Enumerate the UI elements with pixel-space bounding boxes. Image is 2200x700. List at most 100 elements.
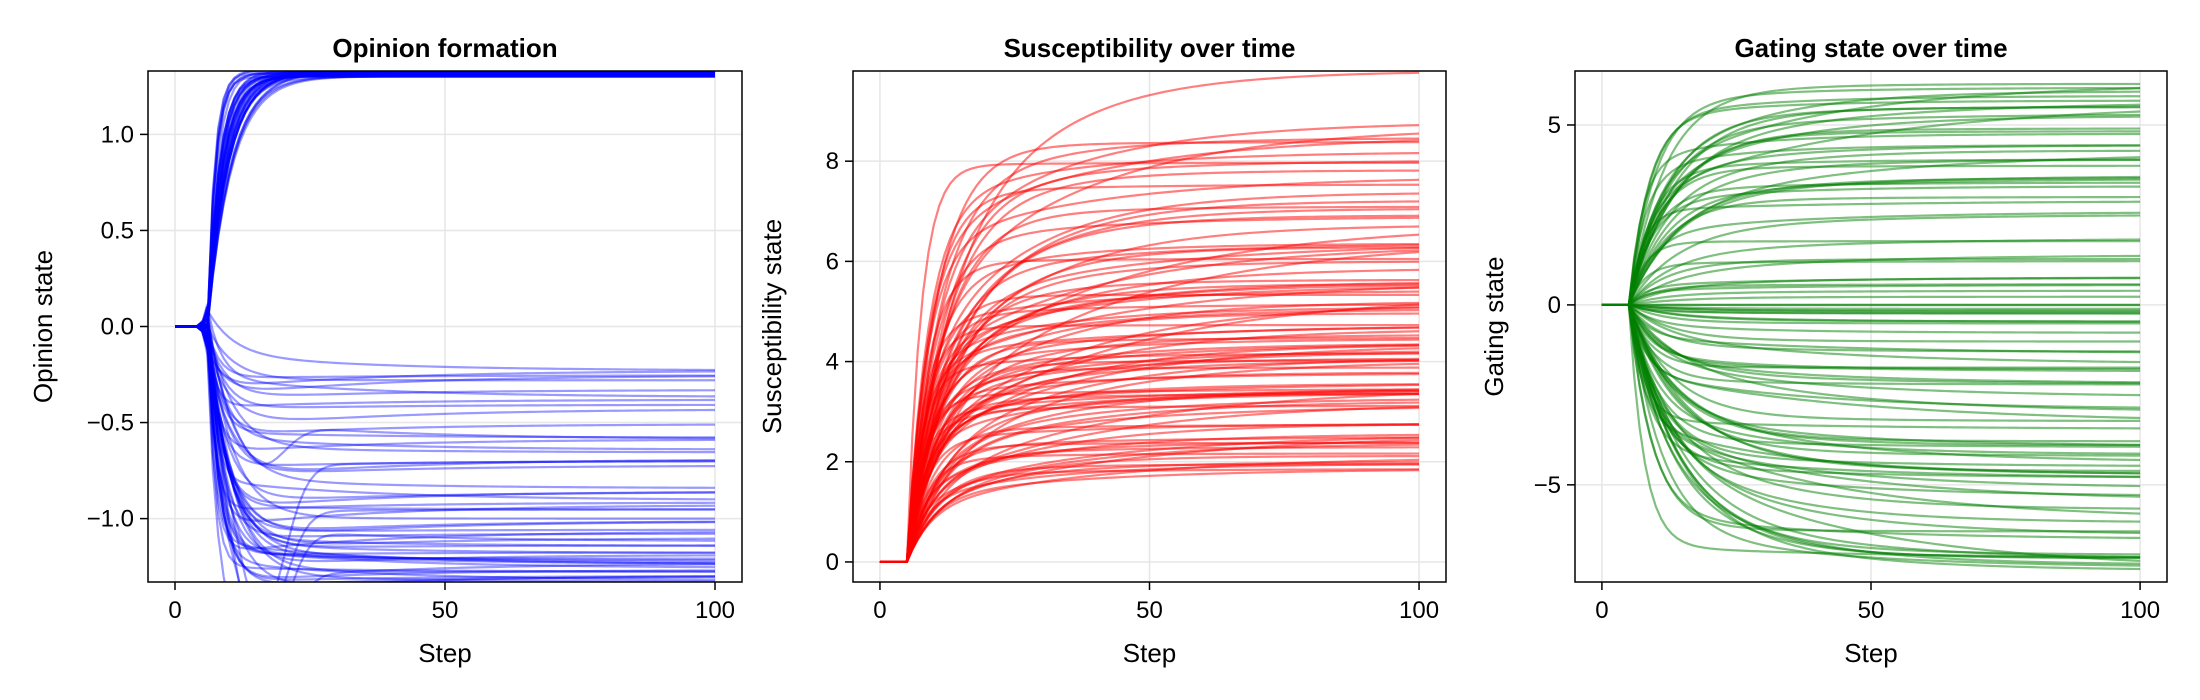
y-tick-label: 4 bbox=[826, 349, 839, 376]
x-tick-label: 100 bbox=[1399, 597, 1439, 624]
series-line bbox=[175, 325, 715, 379]
series-line bbox=[879, 132, 1420, 564]
series-line bbox=[175, 325, 716, 581]
y-tick-label: −1.0 bbox=[87, 506, 134, 533]
y-axis-label: Susceptibility state bbox=[757, 219, 787, 434]
series-line bbox=[879, 225, 1420, 564]
series-line bbox=[175, 325, 716, 473]
series-line bbox=[175, 325, 716, 582]
series-line bbox=[175, 73, 715, 333]
series-line bbox=[879, 205, 1420, 564]
series-line bbox=[175, 323, 716, 510]
y-tick-label: 0 bbox=[1548, 292, 1561, 319]
series-line bbox=[879, 283, 1420, 564]
series-line bbox=[175, 325, 716, 538]
grid bbox=[148, 71, 742, 582]
series-line bbox=[1601, 303, 2141, 409]
series-line bbox=[1601, 303, 2141, 430]
series-line bbox=[1601, 303, 2141, 353]
series-line bbox=[175, 325, 716, 471]
series-line bbox=[1601, 158, 2141, 307]
series-line bbox=[175, 74, 715, 329]
series-line bbox=[879, 242, 1420, 564]
series-line bbox=[879, 436, 1420, 564]
y-tick-label: 2 bbox=[826, 449, 839, 476]
series-line bbox=[1601, 164, 2141, 307]
series-line bbox=[175, 71, 715, 331]
series-line bbox=[1601, 303, 2141, 467]
series-line bbox=[1601, 284, 2141, 307]
series-line bbox=[175, 325, 715, 532]
series-line bbox=[175, 307, 716, 372]
series-line bbox=[879, 169, 1420, 564]
series-line bbox=[1601, 303, 2141, 455]
series-line bbox=[175, 71, 715, 329]
series-line bbox=[1601, 99, 2141, 307]
series-line bbox=[879, 183, 1420, 564]
series-line bbox=[175, 322, 716, 450]
x-tick-label: 0 bbox=[873, 597, 886, 624]
series-line bbox=[175, 325, 716, 504]
series-line bbox=[175, 319, 716, 454]
series-line bbox=[175, 317, 716, 562]
series-line bbox=[175, 321, 716, 556]
series-line bbox=[1601, 240, 2141, 307]
y-tick-label: 6 bbox=[826, 248, 839, 275]
series-line bbox=[1601, 181, 2141, 307]
x-tick-label: 100 bbox=[695, 597, 735, 624]
series-line bbox=[175, 321, 716, 550]
series-line bbox=[175, 325, 716, 532]
series-line bbox=[175, 325, 716, 522]
series-line bbox=[175, 71, 715, 331]
series-line bbox=[879, 246, 1420, 564]
x-axis-label: Step bbox=[418, 638, 472, 668]
y-tick-label: −5 bbox=[1534, 472, 1561, 499]
series-line bbox=[1601, 303, 2141, 323]
series-line bbox=[879, 441, 1420, 564]
series-line bbox=[175, 310, 716, 451]
series-line bbox=[1601, 303, 2141, 334]
series-line bbox=[1601, 132, 2141, 307]
series-line bbox=[1601, 276, 2141, 307]
series-line bbox=[175, 318, 716, 573]
series-line bbox=[1601, 303, 2141, 565]
series-line bbox=[879, 139, 1420, 564]
series-line bbox=[175, 325, 716, 582]
y-tick-label: 0.0 bbox=[101, 314, 134, 341]
susceptibility-plot: 0 50 100 0 2 4 6 8 Susceptibility over time Step S… bbox=[757, 33, 1447, 668]
y-tick-label: −0.5 bbox=[87, 410, 134, 437]
series-line bbox=[879, 393, 1420, 564]
series-line bbox=[879, 216, 1420, 564]
series-line bbox=[879, 343, 1420, 564]
series-line bbox=[1601, 303, 2141, 364]
series-line bbox=[1601, 303, 2141, 540]
series-line bbox=[1601, 303, 2141, 325]
series-line bbox=[175, 72, 715, 333]
series-line bbox=[1601, 115, 2141, 307]
series-line bbox=[879, 249, 1420, 564]
series-line bbox=[1601, 303, 2141, 571]
x-axis-label: Step bbox=[1123, 638, 1177, 668]
series-line bbox=[175, 73, 715, 332]
series-line bbox=[175, 71, 715, 328]
series-line bbox=[879, 286, 1420, 564]
series-line bbox=[1601, 211, 2141, 307]
x-tick-label: 0 bbox=[168, 597, 181, 624]
x-tick-label: 50 bbox=[1136, 597, 1163, 624]
series-line bbox=[175, 74, 715, 330]
series-line bbox=[175, 325, 716, 545]
series-line bbox=[1601, 195, 2141, 307]
series-line bbox=[175, 325, 716, 385]
series-line bbox=[175, 72, 715, 328]
series-line bbox=[175, 323, 716, 407]
series-line bbox=[1601, 82, 2141, 307]
series-line bbox=[175, 303, 716, 565]
series-line bbox=[175, 71, 715, 329]
series-line bbox=[1601, 303, 2141, 386]
series-line bbox=[175, 325, 716, 421]
series-line bbox=[175, 325, 715, 409]
series-line bbox=[879, 469, 1420, 564]
series-line bbox=[1601, 303, 2141, 371]
series-line bbox=[879, 344, 1420, 564]
